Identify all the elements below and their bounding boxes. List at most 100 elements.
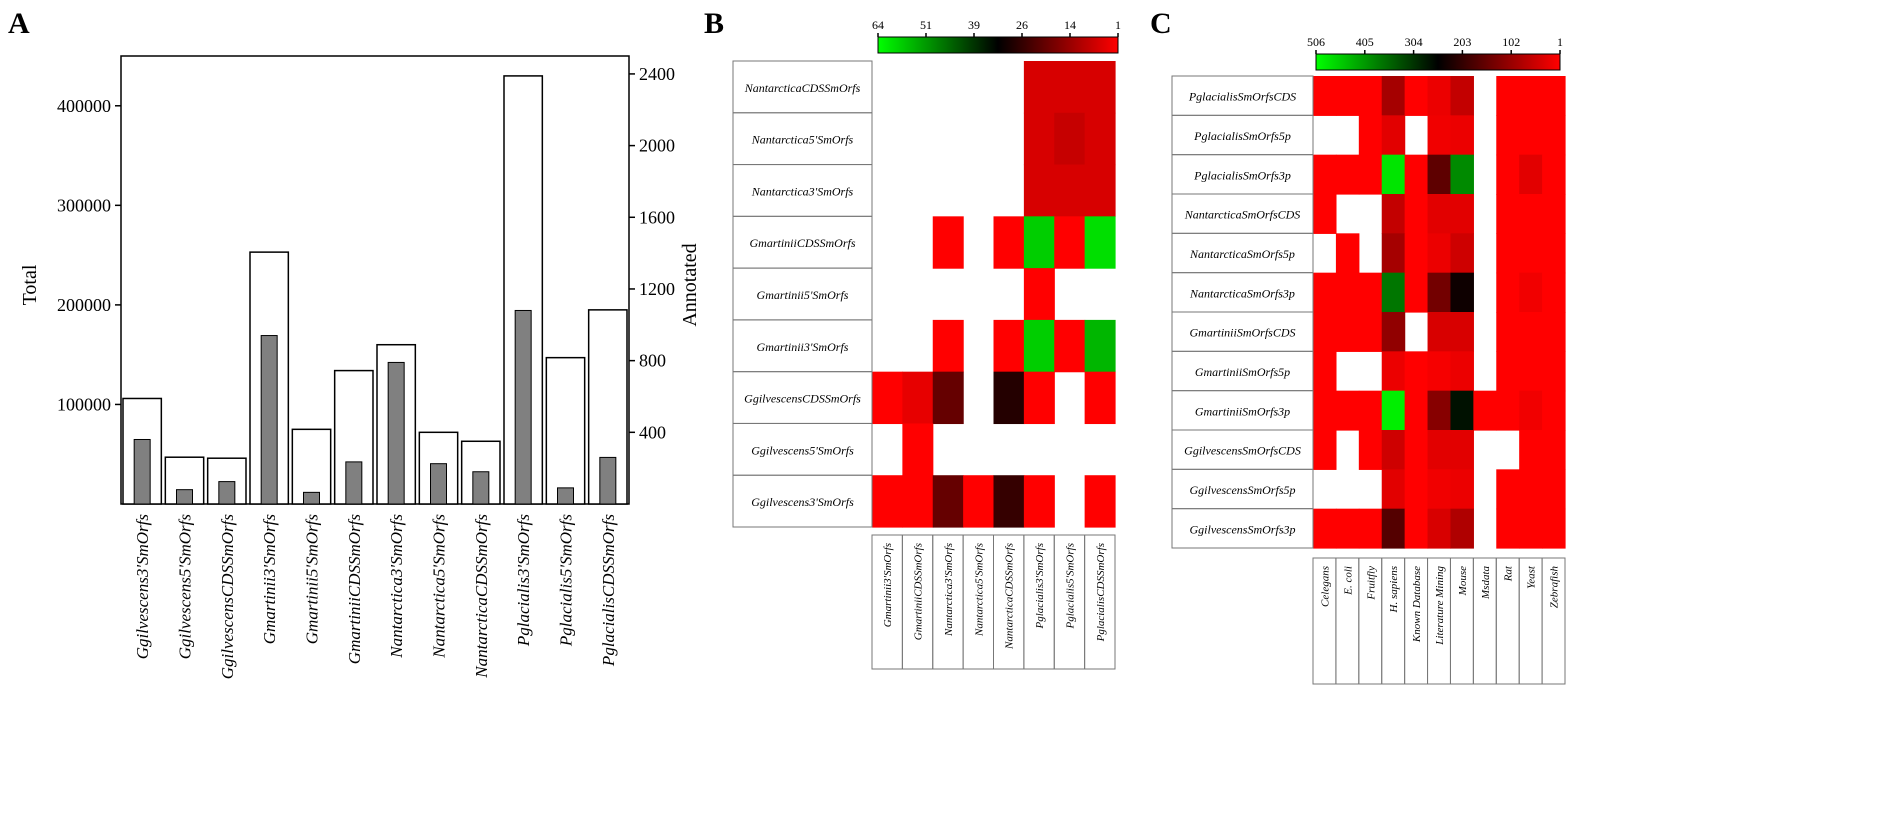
b-row-label: Ggilvescens5'SmOrfs (751, 443, 854, 457)
b-colorbar-label: 39 (968, 18, 980, 32)
c-col-label: Known Database (1411, 566, 1423, 643)
right-tick-label: 400 (639, 422, 666, 442)
left-tick-label: 100000 (57, 394, 111, 414)
c-cell (1358, 312, 1383, 352)
c-cell (1381, 76, 1406, 116)
c-col-label: H. sapiens (1388, 566, 1400, 613)
c-cell (1335, 508, 1360, 549)
c-cell (1450, 233, 1474, 274)
c-colorbar-label: 405 (1356, 35, 1374, 49)
c-cell (1450, 312, 1474, 352)
c-colorbar-bar (1315, 53, 1561, 71)
b-cell (932, 216, 964, 269)
c-cell (1404, 390, 1429, 431)
c-cell (1519, 233, 1543, 274)
x-tick-label: Pglacialis5'SmOrfs (557, 514, 576, 647)
c-cell (1381, 194, 1406, 234)
c-row-label: NantarcticaSmOrfsCDS (1184, 208, 1301, 222)
x-tick-label: Nantarctica3'SmOrfs (387, 514, 406, 659)
c-cell (1542, 351, 1566, 392)
bar-annotated-nantarctica5-smorfs (430, 463, 447, 505)
c-cell (1358, 508, 1383, 549)
c-cell (1313, 194, 1337, 234)
c-col-label: Celegans (1319, 566, 1331, 607)
c-cell (1404, 469, 1429, 510)
x-tick-label: PglacialisCDSSmOrfs (599, 514, 618, 667)
c-cell (1427, 430, 1452, 470)
c-cell (1335, 233, 1360, 274)
panel-label-c: C (1150, 7, 1172, 40)
b-cell (1054, 112, 1086, 166)
c-colorbar-label: 1 (1557, 35, 1563, 49)
c-cell (1313, 390, 1337, 431)
c-cell (1496, 76, 1520, 116)
c-cell (1358, 154, 1383, 195)
c-cell (1542, 508, 1566, 549)
c-cell (1519, 430, 1543, 470)
c-cell (1313, 430, 1337, 470)
x-tick-label: GmartiniiCDSSmOrfs (345, 514, 364, 665)
bar-annotated-gmartinii5-smorfs (303, 491, 320, 505)
b-cell (932, 319, 964, 373)
c-row-label: GmartiniiSmOrfs5p (1195, 365, 1290, 379)
b-cell (993, 371, 1025, 425)
c-cell (1313, 272, 1337, 313)
c-cell (1358, 115, 1383, 156)
c-cell (1450, 115, 1474, 156)
c-cell (1450, 272, 1474, 313)
c-cell (1450, 469, 1474, 510)
bar-annotated-pglacialis3-smorfs (514, 309, 532, 505)
c-cell (1519, 154, 1543, 195)
x-tick-label: NantarcticaCDSSmOrfs (472, 514, 491, 679)
b-cell (1054, 61, 1086, 114)
c-colorbar-label: 506 (1307, 35, 1325, 49)
right-tick-label: 2400 (639, 64, 675, 84)
b-cell (1054, 164, 1086, 217)
c-cell (1542, 272, 1566, 313)
c-cell (1358, 430, 1383, 470)
c-cell (1519, 194, 1543, 234)
heatmap-c: PglacialisSmOrfsCDS PglacialisSmOrfs5p Pgl… (1171, 75, 1566, 685)
c-cell (1358, 272, 1383, 313)
x-tick-labels: Ggilvescens3'SmOrfs Ggilvescens5'SmOrfs Gg… (133, 514, 618, 680)
c-cell (1404, 272, 1429, 313)
b-cell (1084, 112, 1116, 166)
c-col-label: Fruitfly (1365, 566, 1377, 601)
c-cell (1427, 115, 1452, 156)
b-cell (1084, 61, 1116, 114)
x-tick-label: Nantarctica5'SmOrfs (430, 514, 449, 659)
c-cell (1427, 351, 1452, 392)
b-cell (1023, 216, 1055, 269)
b-colorbar-label: 51 (920, 18, 932, 32)
c-cell (1313, 76, 1337, 116)
colorbar-c: 506 405 304 203 102 1 (1307, 35, 1563, 71)
b-cell (1023, 164, 1055, 217)
c-cell (1335, 76, 1360, 116)
c-cell (1542, 76, 1566, 116)
c-cell (1313, 351, 1337, 392)
b-cell (1023, 61, 1055, 114)
c-cell (1404, 508, 1429, 549)
b-cell (902, 371, 934, 425)
b-cell (902, 423, 934, 476)
c-cell (1450, 154, 1474, 195)
bar-annotated-pglacialiscdssmorfs (599, 456, 617, 505)
c-cell (1542, 312, 1566, 352)
bar-total-pglacialis5-smorfs (545, 356, 586, 505)
b-row-label: Nantarctica5'SmOrfs (751, 133, 854, 147)
c-row-label: GmartiniiSmOrfsCDS (1189, 326, 1295, 340)
b-cell (993, 216, 1025, 269)
left-tick-label: 200000 (57, 295, 111, 315)
bar-annotated-ggilvescens3-smorfs (133, 438, 151, 505)
c-row-label: GmartiniiSmOrfs3p (1195, 404, 1290, 418)
c-row-label-box (1171, 508, 1314, 549)
c-cell (1404, 233, 1429, 274)
c-cell (1427, 469, 1452, 510)
c-cell (1496, 233, 1520, 274)
c-cell (1496, 351, 1520, 392)
b-row-label: Gmartinii5'SmOrfs (757, 288, 849, 302)
c-cell (1519, 390, 1543, 431)
c-cell (1335, 390, 1360, 431)
b-col-label-box (1084, 534, 1116, 670)
b-cell (1023, 475, 1055, 528)
